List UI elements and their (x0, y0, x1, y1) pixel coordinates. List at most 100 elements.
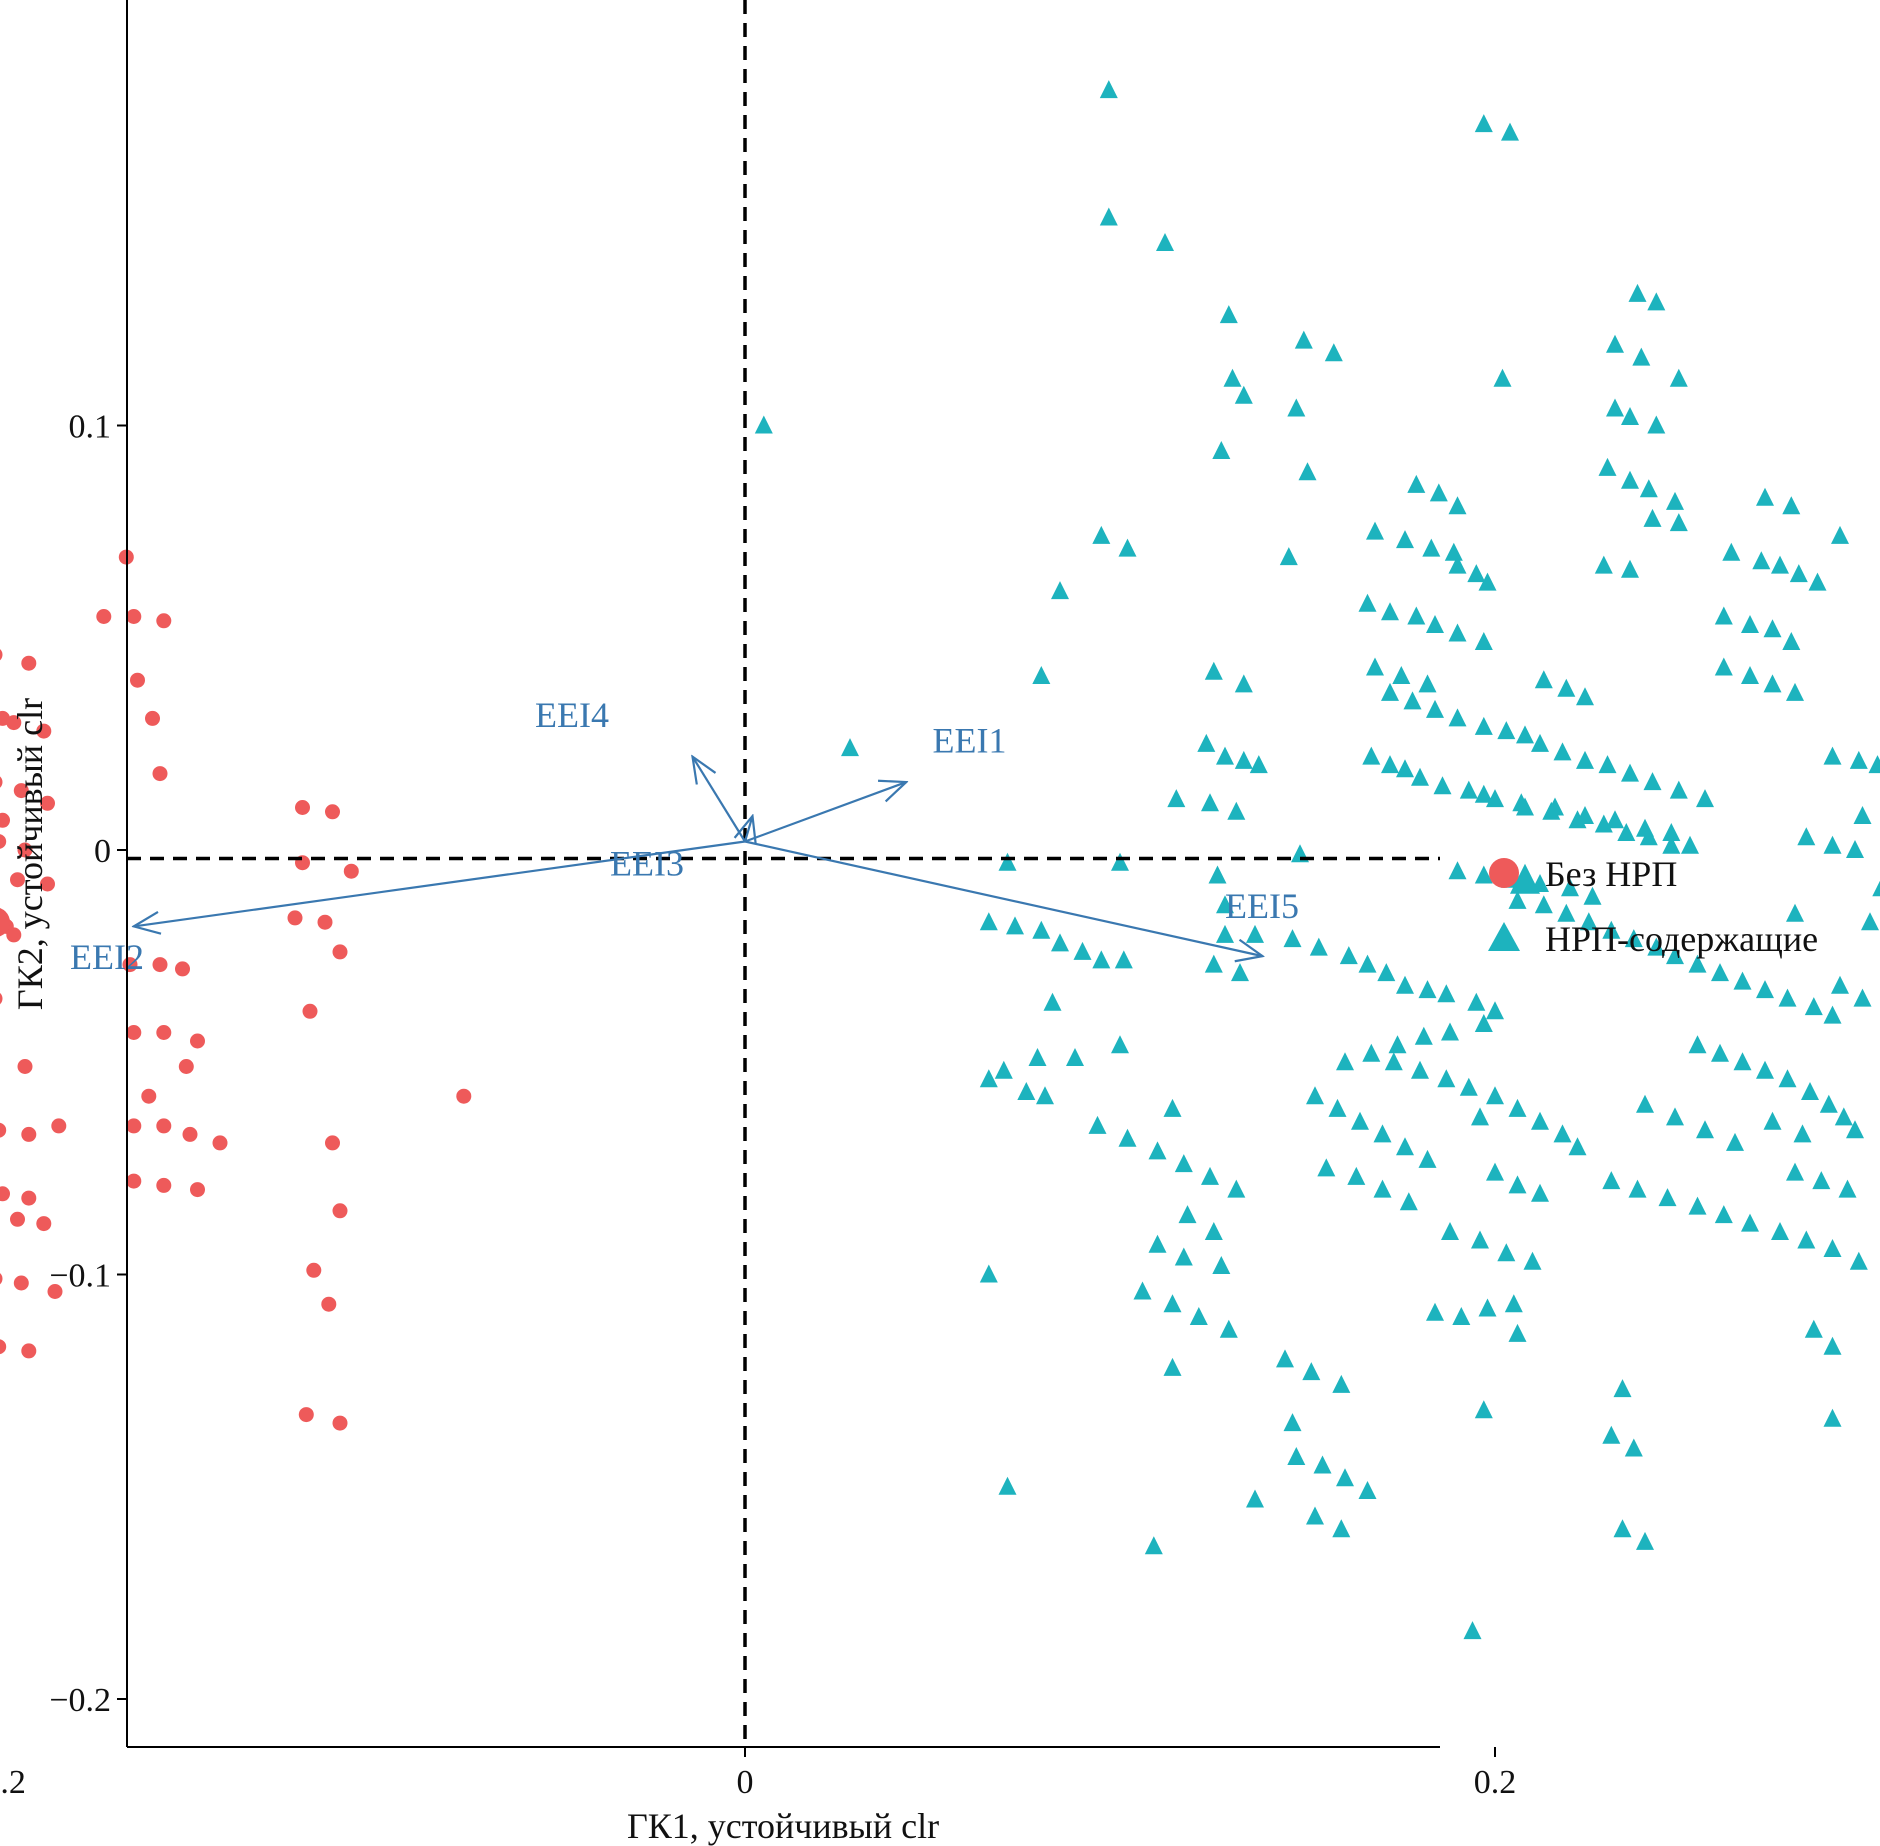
point-triangle (1846, 1120, 1864, 1139)
point-triangle (1493, 368, 1512, 387)
point-triangle (1006, 916, 1024, 935)
point-triangle (1437, 984, 1456, 1003)
point-circle (40, 876, 55, 892)
point-triangle (1073, 941, 1092, 960)
point-triangle (1636, 1094, 1654, 1113)
point-triangle (1216, 924, 1234, 943)
point-triangle (1279, 547, 1298, 566)
point-triangle (1714, 606, 1733, 625)
point-triangle (1516, 725, 1534, 744)
point-triangle (1823, 746, 1842, 765)
point-triangle (1459, 780, 1478, 799)
point-circle (156, 1177, 172, 1193)
point-circle (0, 834, 7, 849)
point-triangle (1658, 1188, 1677, 1207)
point-triangle (1669, 780, 1688, 799)
point-triangle (1174, 1154, 1193, 1173)
point-circle (0, 812, 10, 828)
point-triangle (1144, 1536, 1163, 1555)
point-triangle (1628, 283, 1647, 302)
point-triangle (1347, 1166, 1366, 1185)
point-triangle (1467, 992, 1486, 1011)
point-triangle (1208, 865, 1227, 884)
point-triangle (1358, 593, 1377, 612)
point-triangle (1339, 946, 1358, 965)
point-triangle (1399, 1192, 1418, 1211)
point-triangle (1201, 793, 1219, 812)
point-triangle (1201, 1166, 1219, 1185)
point-triangle (1474, 1400, 1493, 1419)
legend-label-nrp: НРП-содержащие (1545, 919, 1818, 959)
point-circle (126, 1025, 142, 1040)
point-triangle (1231, 963, 1249, 982)
point-triangle (1204, 661, 1223, 680)
point-circle (332, 1415, 348, 1431)
point-triangle (1459, 1077, 1478, 1096)
point-triangle (1771, 1222, 1789, 1240)
point-triangle (1426, 615, 1444, 633)
point-triangle (1351, 1111, 1369, 1130)
point-triangle (1174, 1247, 1193, 1266)
point-circle (13, 1275, 29, 1291)
point-triangle (1227, 801, 1246, 820)
point-triangle (1823, 1408, 1842, 1427)
point-triangle (1448, 496, 1467, 515)
point-triangle (1778, 988, 1797, 1007)
point-triangle (1362, 746, 1381, 765)
point-triangle (1358, 954, 1377, 973)
point-triangle (1381, 682, 1399, 701)
point-triangle (1486, 1001, 1504, 1020)
point-triangle (1714, 657, 1733, 676)
point-triangle (1287, 1447, 1306, 1465)
point-triangle (1111, 1035, 1129, 1054)
point-circle (175, 961, 190, 977)
point-triangle (1197, 733, 1216, 752)
point-triangle (1204, 954, 1223, 973)
point-triangle (1437, 1069, 1456, 1088)
point-circle (21, 655, 37, 671)
point-triangle (1786, 682, 1804, 701)
point-circle (156, 1025, 172, 1040)
y-tick-label: −0.2 (49, 1682, 111, 1719)
point-triangle (1133, 1281, 1152, 1300)
point-triangle (1474, 1014, 1493, 1032)
point-triangle (1411, 767, 1429, 786)
point-triangle (1298, 462, 1317, 481)
point-circle (0, 1339, 7, 1355)
point-triangle (1429, 483, 1448, 502)
point-triangle (1666, 1107, 1684, 1126)
point-triangle (1621, 407, 1639, 425)
point-triangle (1688, 1196, 1707, 1215)
point-triangle (1234, 674, 1253, 693)
point-triangle (1444, 542, 1463, 561)
point-triangle (1647, 292, 1666, 311)
point-triangle (1433, 776, 1452, 795)
point-triangle (1204, 1222, 1223, 1240)
point-circle (152, 766, 168, 782)
point-triangle (1666, 946, 1684, 965)
point-triangle (1823, 1239, 1842, 1257)
point-circle (126, 609, 142, 624)
arrow-label-eei1: EEI1 (933, 720, 1007, 760)
point-triangle (1636, 818, 1654, 837)
point-circle (178, 1059, 194, 1074)
point-triangle (1557, 903, 1576, 922)
point-triangle (1669, 368, 1688, 387)
point-triangle (1782, 496, 1801, 515)
reference-lines (127, 0, 1440, 1747)
point-circle (17, 842, 33, 858)
point-triangle (1763, 619, 1782, 638)
point-triangle (1602, 920, 1621, 939)
point-triangle (1501, 122, 1519, 141)
point-triangle (1411, 1060, 1429, 1079)
point-triangle (1624, 929, 1643, 948)
point-triangle (1801, 1082, 1819, 1100)
point-triangle (1294, 330, 1313, 349)
centroid-triangle (1510, 863, 1540, 894)
point-circle (0, 1186, 10, 1202)
point-triangle (1249, 755, 1268, 774)
point-triangle (1396, 975, 1414, 994)
point-triangle (1448, 708, 1467, 727)
point-triangle (1246, 924, 1264, 943)
point-circle (302, 1003, 318, 1019)
